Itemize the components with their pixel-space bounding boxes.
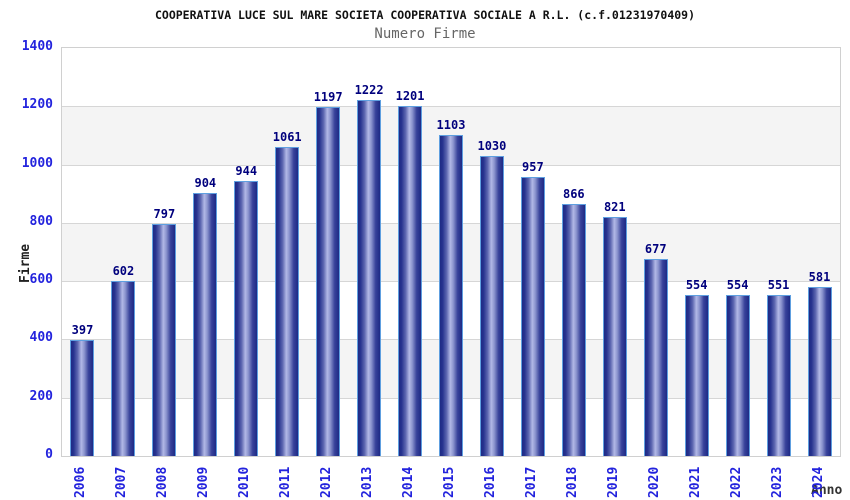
bar-2006 — [70, 340, 95, 456]
bar-value-label: 944 — [235, 164, 258, 178]
bar-2016 — [479, 156, 504, 456]
chart-title: COOPERATIVA LUCE SUL MARE SOCIETA COOPER… — [154, 8, 696, 22]
bar-2014 — [398, 106, 423, 456]
bar-value-label: 904 — [194, 176, 217, 190]
bar-2011 — [275, 147, 300, 456]
plot-area: 397 602 797 904 944 1061 1197 1222 1201 1103 1030 9… — [61, 47, 841, 457]
y-tick-label-200: 200 — [29, 388, 53, 404]
bar-value-label: 677 — [644, 242, 667, 256]
x-axis-title: Anno — [811, 483, 843, 498]
x-tick-label-2009: 2009 — [196, 466, 212, 498]
x-tick-label-2007: 2007 — [114, 466, 130, 498]
x-tick-label-2006: 2006 — [73, 466, 89, 498]
bar-2010 — [234, 181, 259, 456]
y-tick-label-1000: 1000 — [21, 155, 53, 171]
x-tick-label-2020: 2020 — [646, 466, 662, 498]
bar-2020 — [643, 259, 668, 456]
bar-value-label: 581 — [808, 270, 831, 284]
chart-subtitle: Numero Firme — [374, 26, 476, 42]
bar-value-label: 602 — [112, 264, 135, 278]
bar-2013 — [357, 100, 382, 456]
bar-value-label: 554 — [726, 278, 749, 292]
x-tick-label-2021: 2021 — [687, 466, 703, 498]
x-tick-label-2023: 2023 — [769, 466, 785, 498]
bar-value-label: 1061 — [272, 130, 302, 144]
bar-value-label: 551 — [767, 278, 790, 292]
x-tick-label-2011: 2011 — [278, 466, 294, 498]
bar-value-label: 1201 — [395, 89, 425, 103]
y-tick-label-0: 0 — [45, 447, 53, 462]
bar-value-label: 1197 — [313, 90, 343, 104]
bar-value-label: 397 — [71, 323, 94, 337]
y-tick-label-600: 600 — [29, 272, 53, 288]
y-tick-label-1200: 1200 — [21, 97, 53, 113]
bar-2009 — [193, 193, 218, 456]
bar-value-label: 957 — [522, 160, 544, 174]
bar-value-label: 554 — [685, 278, 708, 292]
grid-band — [62, 48, 840, 107]
x-tick-label-2014: 2014 — [401, 466, 417, 498]
y-tick-label-400: 400 — [29, 330, 53, 346]
x-tick-label-2017: 2017 — [523, 466, 539, 498]
x-tick-label-2022: 2022 — [728, 466, 744, 498]
bar-2012 — [316, 107, 341, 456]
x-tick-label-2013: 2013 — [360, 466, 376, 498]
bar-value-label: 1103 — [436, 118, 466, 132]
y-tick-label-1400: 1400 — [21, 39, 53, 54]
x-tick-label-2012: 2012 — [319, 466, 335, 498]
bar-2007 — [111, 281, 136, 456]
x-tick-label-2019: 2019 — [605, 466, 621, 498]
x-tick-label-2015: 2015 — [442, 466, 457, 498]
bar-value-label: 1030 — [477, 139, 507, 153]
bar-2024 — [807, 287, 832, 456]
bar-value-label: 797 — [153, 207, 176, 221]
bar-2022 — [725, 295, 750, 456]
x-tick-label-2008: 2008 — [155, 466, 171, 498]
y-tick-label-800: 800 — [29, 213, 53, 229]
bar-2018 — [561, 204, 586, 456]
bar-2023 — [766, 295, 791, 456]
bar-2021 — [684, 295, 709, 456]
bar-2015 — [439, 135, 463, 456]
x-tick-label-2024: 2024 — [810, 466, 826, 498]
bar-value-label: 866 — [562, 187, 585, 201]
x-tick-label-2016: 2016 — [482, 466, 498, 498]
x-tick-label-2018: 2018 — [564, 466, 580, 498]
x-tick-label-2010: 2010 — [237, 466, 253, 498]
bar-2019 — [602, 217, 627, 456]
bar-2008 — [152, 224, 177, 456]
bar-value-label: 1222 — [354, 83, 384, 97]
bar-value-label: 821 — [603, 200, 626, 214]
bar-2017 — [520, 177, 545, 456]
